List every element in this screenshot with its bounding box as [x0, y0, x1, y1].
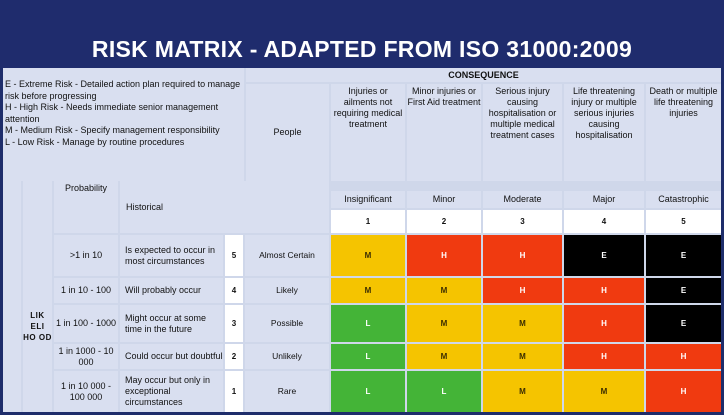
historical-description: Is expected to occur in most circumstanc… [120, 235, 223, 276]
risk-rating-cell: M [407, 305, 481, 342]
probability-header: Probability [54, 181, 118, 233]
title-bar: RISK MATRIX - ADAPTED FROM ISO 31000:200… [0, 0, 724, 68]
consequence-description: Death or multiple life threatening injur… [646, 84, 721, 181]
people-label: People [246, 84, 329, 181]
likelihood-name: Unlikely [245, 344, 329, 369]
legend-box [3, 68, 244, 181]
legend-low: L - Low Risk - Manage by routine procedu… [5, 136, 185, 147]
risk-matrix-table: E - Extreme Risk - Detailed action plan … [3, 68, 721, 412]
legend-high: H - High Risk - Needs immediate senior m… [5, 102, 219, 124]
risk-legend: E - Extreme Risk - Detailed action plan … [5, 79, 245, 149]
risk-rating-cell: M [331, 278, 405, 303]
risk-rating-cell: M [564, 371, 644, 412]
probability-value: >1 in 10 [54, 235, 118, 276]
likelihood-name: Possible [245, 305, 329, 342]
likelihood-name: Likely [245, 278, 329, 303]
consequence-score: 4 [564, 210, 644, 233]
legend-extreme: E - Extreme Risk - Detailed action plan … [5, 79, 241, 101]
risk-rating-cell: L [331, 305, 405, 342]
risk-rating-cell: H [646, 371, 721, 412]
consequence-score: 3 [483, 210, 562, 233]
risk-rating-cell: E [646, 278, 721, 303]
likelihood-score: 2 [225, 344, 243, 369]
consequence-score: 2 [407, 210, 481, 233]
consequence-header: CONSEQUENCE [246, 68, 721, 82]
risk-rating-cell: M [483, 344, 562, 369]
consequence-description: Minor injuries or First Aid treatment [407, 84, 481, 181]
consequence-level: Moderate [483, 191, 562, 208]
consequence-description: Injuries or ailments not requiring medic… [331, 84, 405, 181]
risk-rating-cell: E [564, 235, 644, 276]
legend-medium: M - Medium Risk - Specify management res… [5, 125, 220, 136]
likelihood-score: 5 [225, 235, 243, 276]
consequence-score: 1 [331, 210, 405, 233]
risk-rating-cell: E [646, 235, 721, 276]
risk-rating-cell: M [407, 344, 481, 369]
consequence-level: Insignificant [331, 191, 405, 208]
left-margin [3, 181, 21, 412]
risk-rating-cell: M [483, 371, 562, 412]
historical-header: Historical [120, 181, 329, 233]
likelihood-name: Almost Certain [245, 235, 329, 276]
likelihood-score: 4 [225, 278, 243, 303]
likelihood-score: 1 [225, 371, 243, 412]
risk-rating-cell: H [564, 305, 644, 342]
consequence-level: Major [564, 191, 644, 208]
consequence-score: 5 [646, 210, 721, 233]
risk-rating-cell: M [407, 278, 481, 303]
probability-value: 1 in 10 000 - 100 000 [54, 371, 118, 412]
risk-rating-cell: M [331, 235, 405, 276]
consequence-description: Life threatening injury or multiple seri… [564, 84, 644, 181]
page-title: RISK MATRIX - ADAPTED FROM ISO 31000:200… [91, 36, 633, 62]
risk-rating-cell: H [483, 235, 562, 276]
risk-rating-cell: L [407, 371, 481, 412]
historical-description: Will probably occur [120, 278, 223, 303]
risk-rating-cell: H [646, 344, 721, 369]
historical-description: Could occur but doubtful [120, 344, 223, 369]
historical-description: May occur but only in exceptional circum… [120, 371, 223, 412]
probability-value: 1 in 1000 - 10 000 [54, 344, 118, 369]
consequence-description: Serious injury causing hospitalisation o… [483, 84, 562, 181]
risk-rating-cell: L [331, 371, 405, 412]
probability-value: 1 in 10 - 100 [54, 278, 118, 303]
risk-rating-cell: H [407, 235, 481, 276]
risk-rating-cell: H [564, 278, 644, 303]
likelihood-label: LIK ELI HO OD [23, 181, 52, 412]
risk-rating-cell: E [646, 305, 721, 342]
likelihood-score: 3 [225, 305, 243, 342]
historical-description: Might occur at some time in the future [120, 305, 223, 342]
risk-rating-cell: M [483, 305, 562, 342]
risk-rating-cell: H [564, 344, 644, 369]
risk-rating-cell: H [483, 278, 562, 303]
consequence-level: Minor [407, 191, 481, 208]
consequence-level: Catastrophic [646, 191, 721, 208]
risk-rating-cell: L [331, 344, 405, 369]
likelihood-name: Rare [245, 371, 329, 412]
probability-value: 1 in 100 - 1000 [54, 305, 118, 342]
